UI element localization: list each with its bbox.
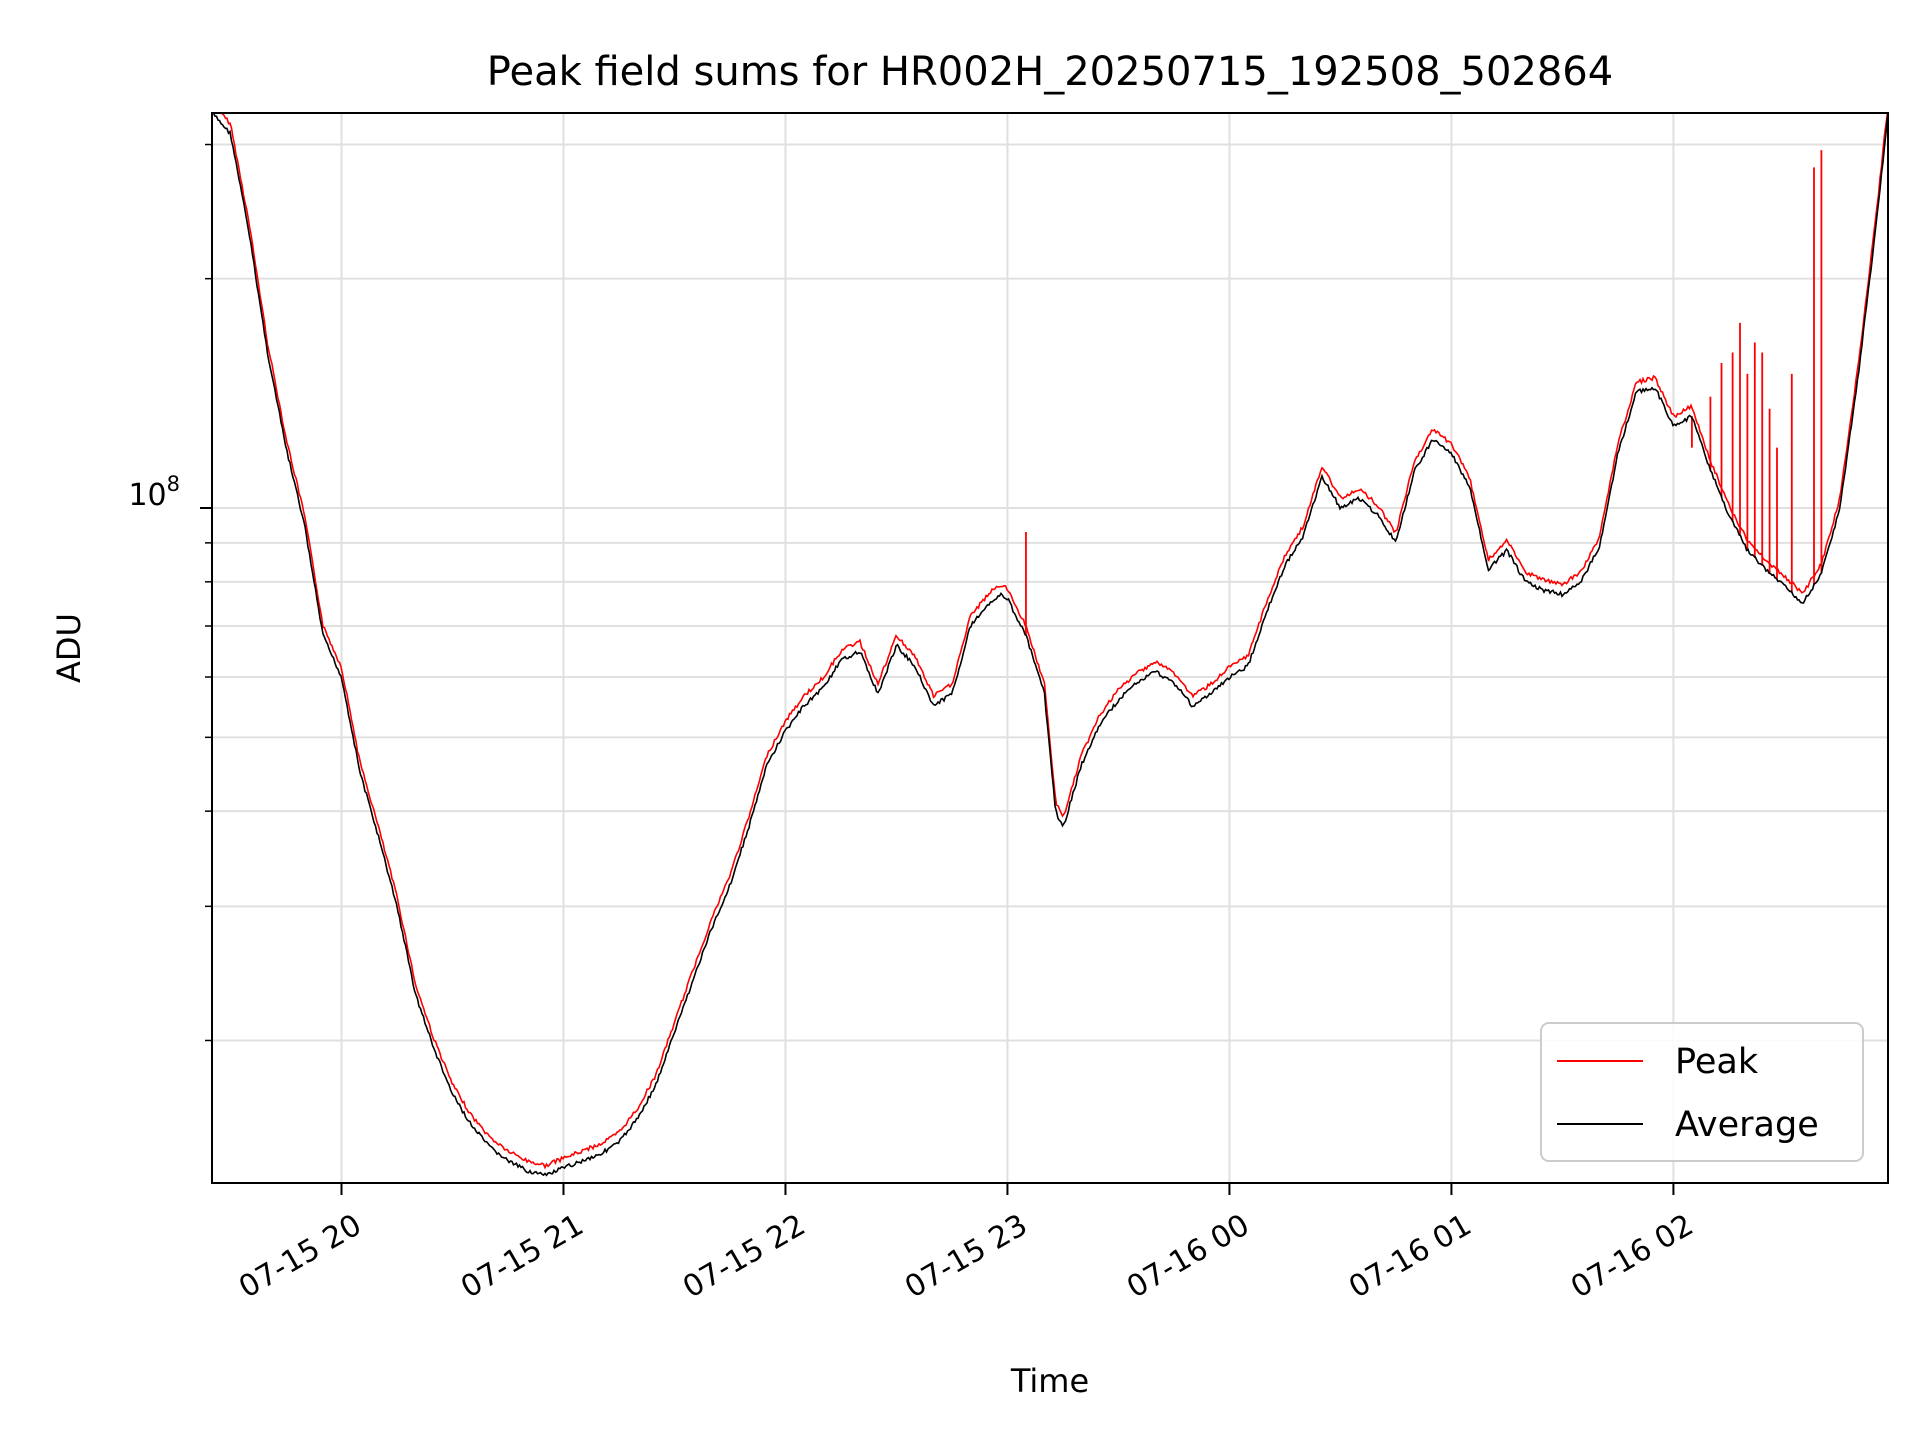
plot-frame xyxy=(211,112,1889,1184)
chart-title: Peak field sums for HR002H_20250715_1925… xyxy=(487,49,1613,95)
series-layer xyxy=(211,112,1889,1177)
y-tick-exponent: 8 xyxy=(167,472,180,496)
series-peak-line xyxy=(212,112,1889,1170)
y-tick-base: 10 xyxy=(128,478,166,513)
x-axis-label: Time xyxy=(1010,1362,1089,1400)
series-average-line xyxy=(211,112,1889,1177)
legend-label-peak: Peak xyxy=(1675,1042,1759,1082)
grid xyxy=(212,113,1888,1183)
y-axis-label: ADU xyxy=(50,613,88,683)
legend-label-average: Average xyxy=(1675,1105,1819,1145)
legend: Peak Average xyxy=(1540,1022,1864,1162)
y-tick-label: 108 xyxy=(128,472,180,513)
legend-box xyxy=(1540,1022,1864,1162)
